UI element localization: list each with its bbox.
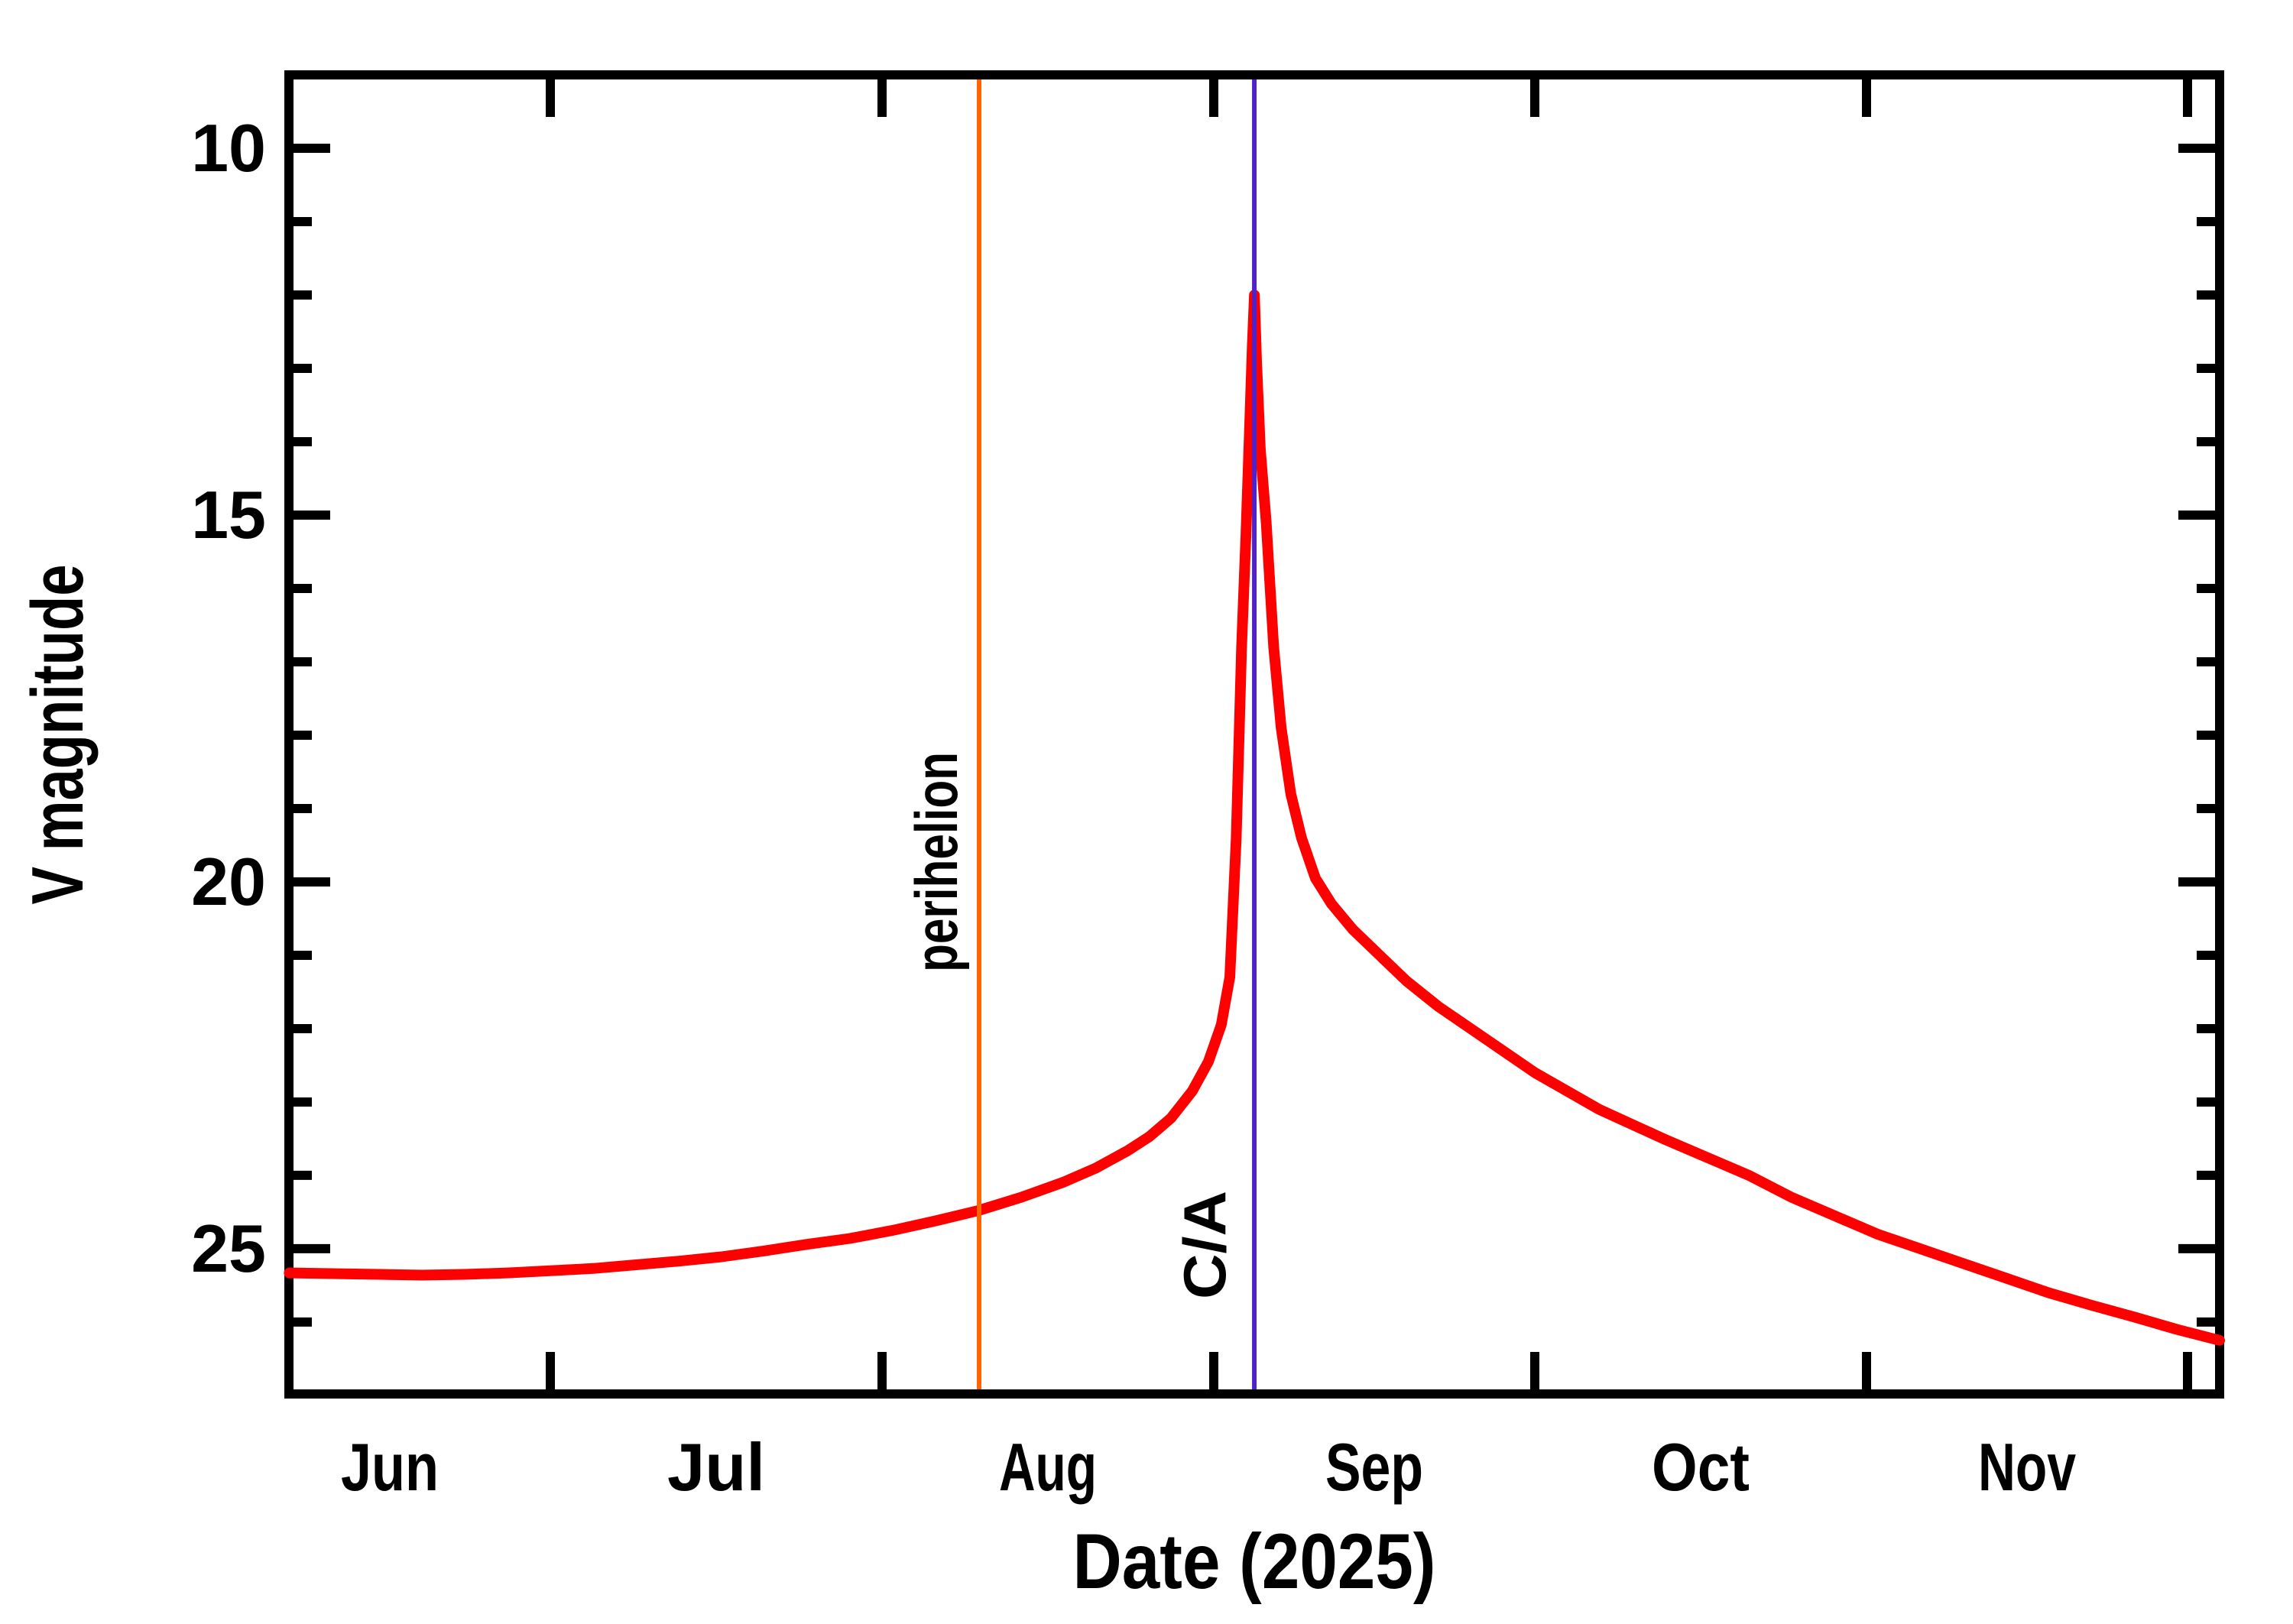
close-approach-annotation-label: C/A	[1171, 1191, 1238, 1299]
y-tick-label: 15	[191, 477, 266, 553]
generated-over-layer	[284, 79, 2225, 1389]
y-tick-label: 10	[191, 110, 266, 186]
x-month-label: Sep	[1325, 1429, 1423, 1505]
y-tick-label: 20	[191, 844, 266, 919]
x-month-label: Aug	[999, 1429, 1097, 1505]
perihelion-annotation-label: perihelion	[903, 752, 970, 972]
x-month-label: Oct	[1652, 1429, 1750, 1505]
x-month-label: Nov	[1978, 1429, 2076, 1505]
x-axis-title: Date (2025)	[1073, 1518, 1436, 1605]
y-tick-label: 25	[191, 1211, 266, 1286]
x-month-label: Jun	[341, 1429, 439, 1505]
plot-frame	[284, 70, 2224, 1399]
generated-under-layer: 10 15 20 25 Jun Jul Aug Sep Oct Nov	[191, 75, 2220, 1505]
y-axis-title: V magnitude	[17, 565, 99, 905]
x-month-label: Jul	[667, 1429, 765, 1505]
